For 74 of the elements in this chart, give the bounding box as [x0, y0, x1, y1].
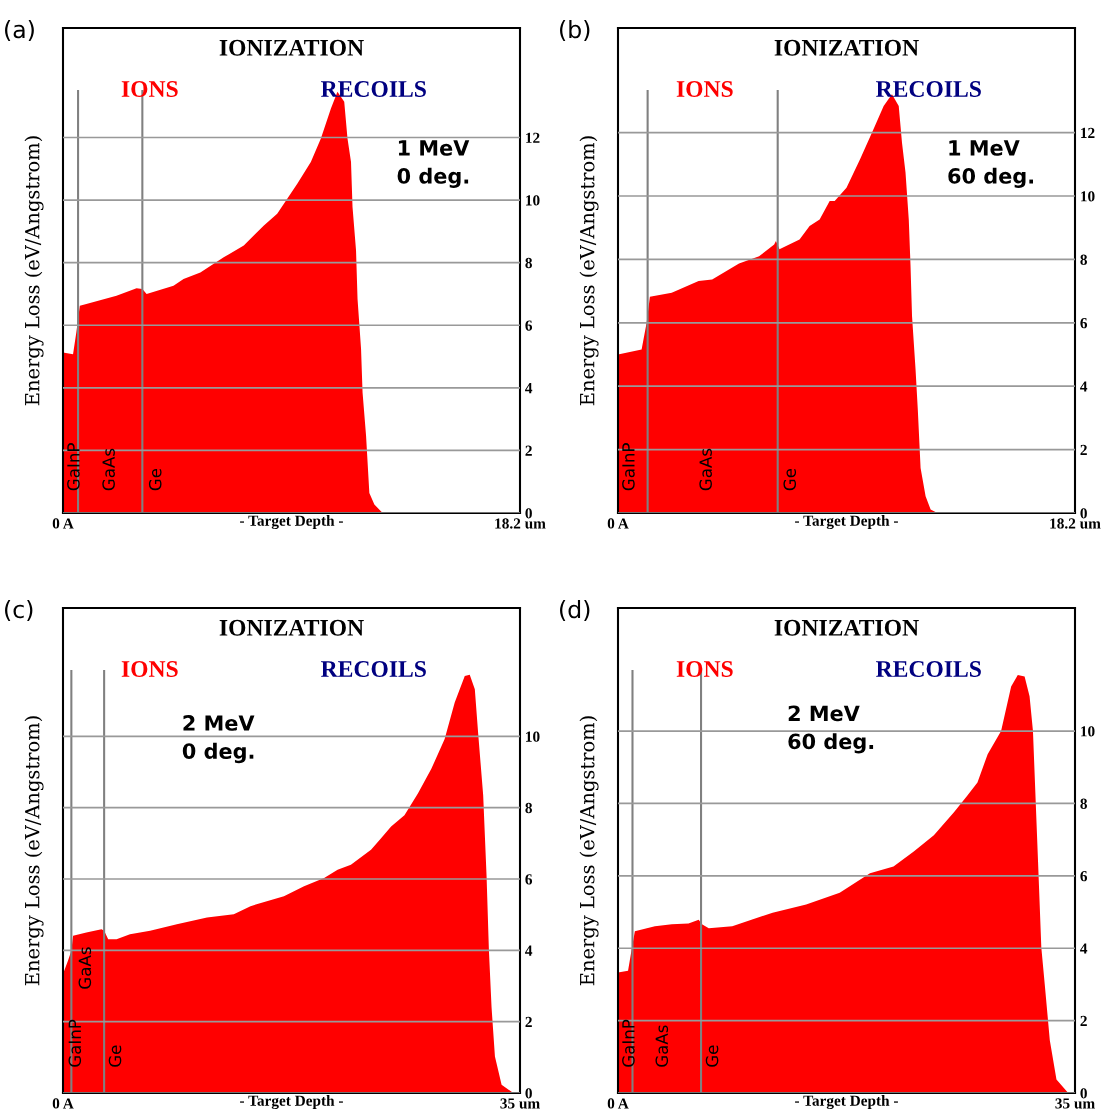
annotation: GaAs: [78, 947, 92, 989]
x-tick-label: 18.2 um: [1050, 518, 1101, 529]
y-axis-title: Energy Loss (eV/Angstrom): [24, 136, 44, 406]
y-tick-label: 8: [525, 257, 532, 269]
y-tick-label: 6: [1080, 317, 1088, 329]
x-tick-label: 0 A: [607, 1098, 629, 1109]
y-tick-label: 4: [1080, 943, 1088, 954]
text: IONS: [676, 661, 733, 677]
annotation: Ge: [783, 468, 797, 491]
annotation: Ge: [705, 1045, 719, 1067]
annotation: Ge: [148, 468, 162, 491]
y-tick-label: 12: [526, 132, 540, 143]
text: (a): [5, 20, 34, 42]
y-tick-label: 10: [1081, 726, 1095, 737]
annotation: GaAs: [102, 448, 115, 491]
y-tick-label: 0: [525, 508, 532, 519]
annotation: 2 MeV 0 deg.: [182, 715, 255, 764]
annotation: GaInP: [67, 443, 80, 491]
annotation: GaInP: [68, 1019, 82, 1067]
chart-title: IONIZATION: [774, 39, 919, 56]
annotation: 1 MeV 0 deg.: [397, 140, 470, 188]
y-tick-label: 0: [1080, 508, 1087, 519]
text: IONS: [676, 81, 733, 97]
annotation: GaAs: [655, 1025, 669, 1067]
y-axis-title: Energy Loss (eV/Angstrom): [24, 716, 44, 986]
annotation: RECOILS: [876, 661, 981, 677]
y-axis-title: Energy Loss (eV/Angstrom): [579, 716, 599, 986]
y-tick-label: 0: [525, 1088, 532, 1099]
y-tick-label: 10: [526, 731, 540, 742]
y-tick-label: 2: [1080, 1015, 1087, 1026]
x-axis-title: - Target Depth -: [240, 1095, 343, 1110]
x-tick-label: 0 A: [52, 518, 74, 529]
x-tick-label: 18.2 um: [495, 518, 546, 529]
y-tick-label: 8: [1080, 798, 1087, 809]
y-tick-label: 8: [525, 802, 532, 814]
y-tick-label: 6: [1080, 871, 1088, 882]
y-tick-label: 12: [1081, 127, 1095, 138]
y-tick-label: 4: [1080, 381, 1088, 392]
chart-title: IONIZATION: [774, 619, 919, 636]
text: (b): [560, 20, 590, 42]
text: (c): [5, 600, 33, 622]
annotation: 2 MeV 60 deg.: [788, 705, 874, 754]
y-tick-label: 8: [1080, 254, 1087, 265]
y-tick-label: 2: [1080, 444, 1087, 455]
y-tick-label: 6: [525, 320, 533, 331]
text: IONS: [121, 81, 178, 97]
y-tick-label: 2: [525, 445, 532, 456]
y-tick-label: 10: [526, 195, 540, 206]
y-tick-label: 0: [1080, 1088, 1087, 1099]
x-tick-label: 0 A: [52, 1098, 74, 1109]
annotation: RECOILS: [876, 81, 981, 97]
annotation: GaInP: [622, 443, 635, 491]
x-tick-label: 35 um: [1055, 1098, 1095, 1109]
y-tick-label: 6: [525, 874, 533, 885]
annotation: 1 MeV 60 deg.: [948, 140, 1034, 188]
annotation: RECOILS: [321, 81, 426, 97]
y-axis-title: Energy Loss (eV/Angstrom): [579, 136, 599, 406]
chart-title: IONIZATION: [219, 619, 364, 636]
x-axis-title: - Target Depth -: [795, 515, 898, 530]
x-axis-title: - Target Depth -: [240, 515, 343, 530]
x-tick-label: 0 A: [607, 518, 629, 529]
annotation: RECOILS: [321, 661, 426, 677]
y-tick-label: 4: [525, 383, 533, 394]
y-tick-label: 10: [1081, 191, 1095, 202]
y-tick-label: 2: [525, 1016, 532, 1027]
chart-title: IONIZATION: [219, 39, 364, 56]
annotation: GaInP: [622, 1019, 635, 1067]
x-tick-label: 35 um: [500, 1098, 540, 1109]
text: (d): [560, 600, 590, 622]
annotation: GaAs: [699, 448, 712, 491]
annotation: Ge: [108, 1045, 122, 1067]
x-axis-title: - Target Depth -: [795, 1095, 898, 1110]
y-tick-label: 4: [525, 945, 533, 956]
text: IONS: [121, 661, 178, 677]
